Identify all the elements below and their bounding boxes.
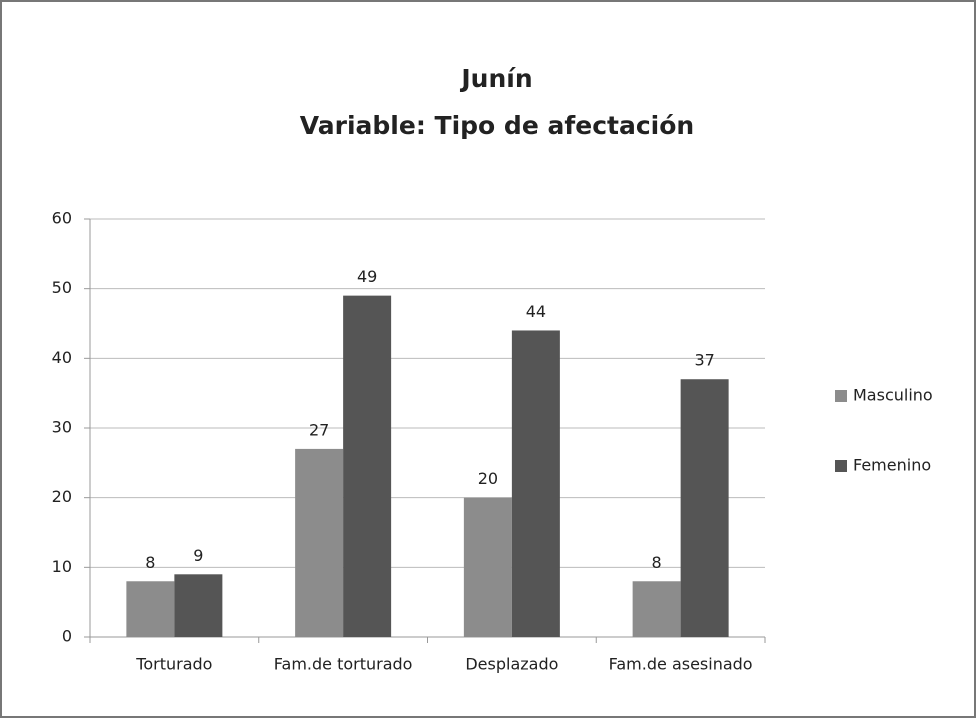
- x-tick-label: Torturado: [135, 655, 212, 674]
- bar: [174, 574, 223, 637]
- bar: [632, 581, 681, 637]
- legend-label: Masculino: [853, 386, 933, 405]
- chart-subtitle: Variable: Tipo de afectación: [300, 111, 694, 140]
- y-tick-label: 10: [52, 557, 72, 576]
- y-tick-label: 50: [52, 278, 72, 297]
- x-tick-label: Fam.de torturado: [274, 655, 413, 674]
- bar: [126, 581, 175, 637]
- data-label: 27: [309, 420, 329, 439]
- data-label: 37: [694, 351, 714, 370]
- data-label: 8: [145, 553, 155, 572]
- bar: [680, 379, 729, 637]
- y-tick-label: 40: [52, 348, 72, 367]
- data-label: 9: [193, 546, 203, 565]
- y-tick-label: 0: [62, 627, 72, 646]
- data-label: 8: [652, 553, 662, 572]
- chart-title: Junín: [459, 64, 532, 93]
- data-label: 44: [526, 302, 546, 321]
- bar: [295, 448, 344, 637]
- bar: [463, 497, 512, 637]
- y-tick-label: 20: [52, 487, 72, 506]
- legend-swatch: [835, 460, 847, 472]
- x-tick-label: Fam.de asesinado: [609, 655, 753, 674]
- y-tick-label: 60: [52, 209, 72, 228]
- data-label: 49: [357, 267, 377, 286]
- bar: [343, 295, 392, 637]
- x-tick-label: Desplazado: [465, 655, 558, 674]
- legend-swatch: [835, 390, 847, 402]
- bar: [511, 330, 560, 637]
- y-tick-label: 30: [52, 418, 72, 437]
- data-label: 20: [478, 469, 498, 488]
- legend-label: Femenino: [853, 456, 931, 475]
